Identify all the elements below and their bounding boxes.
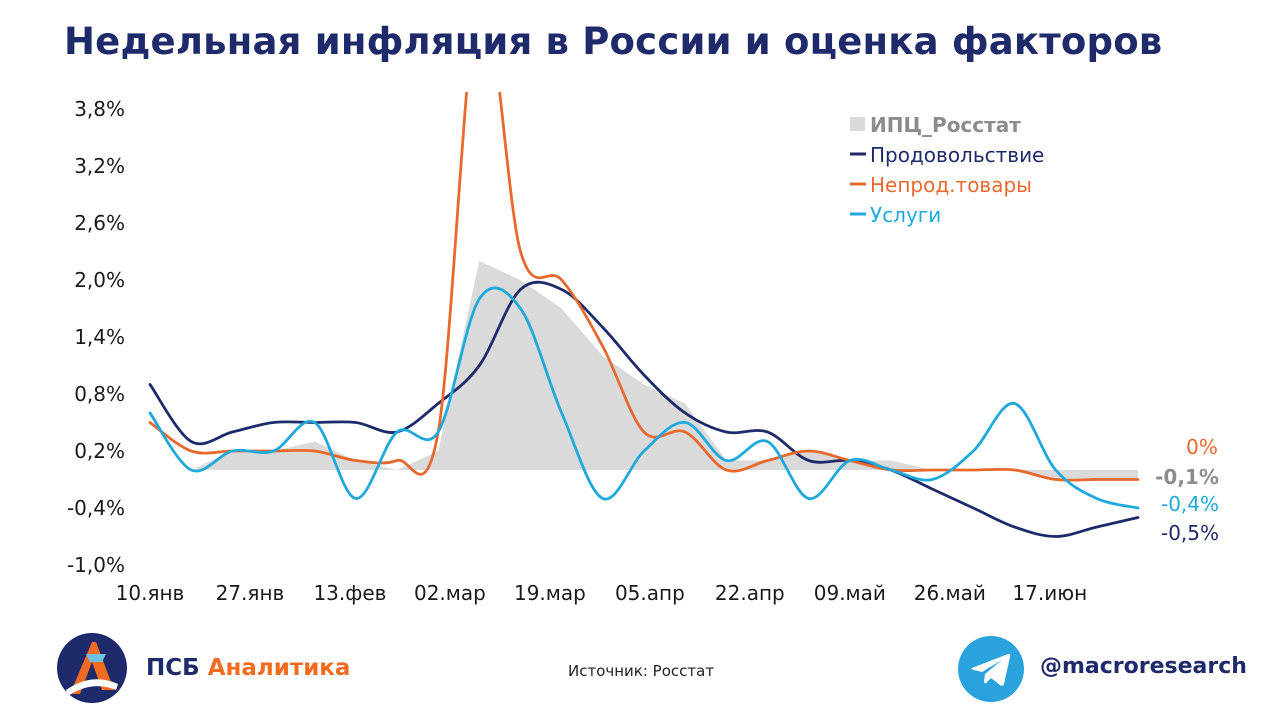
legend-label: Продовольствие (870, 143, 1044, 167)
y-axis: -1,0% -0,4% 0,2% 0,8% 1,4% 2,0% 2,6% 3,2% 3,8% (67, 97, 125, 577)
y-tick-label: 1,4% (74, 325, 125, 349)
x-tick-label: 13.фев (313, 581, 386, 605)
telegram-handle[interactable]: @macroresearch (1040, 654, 1247, 679)
y-tick-label: 3,2% (74, 154, 125, 178)
y-tick-label: 2,6% (74, 211, 125, 235)
y-tick-label: 2,0% (74, 268, 125, 292)
x-tick-label: 17.июн (1012, 581, 1087, 605)
psb-logo-icon (57, 633, 127, 703)
x-tick-label: 27.янв (216, 581, 285, 605)
x-tick-label: 10.янв (116, 581, 185, 605)
cpi-area-layer (150, 261, 1138, 480)
legend-label: Непрод.товары (870, 173, 1032, 197)
end-value-label: -0,4% (1161, 492, 1219, 516)
series-area-cpi (150, 261, 1138, 480)
chart-title: Недельная инфляция в России и оценка фак… (64, 20, 1163, 63)
x-tick-label: 26.май (914, 581, 986, 605)
series-line-3 (148, 286, 1140, 510)
end-value-label: -0,1% (1155, 465, 1219, 489)
series-line-2 (148, 92, 1140, 482)
y-tick-label: 0,8% (74, 382, 125, 406)
x-tick-label: 19.мар (514, 581, 586, 605)
end-value-label: 0% (1186, 435, 1218, 459)
telegram-icon[interactable] (958, 636, 1024, 702)
legend-label: ИПЦ_Росстат (870, 113, 1021, 137)
legend-label: Услуги (870, 203, 941, 227)
chart-plot: -1,0% -0,4% 0,2% 0,8% 1,4% 2,0% 2,6% 3,2% 3,8% 1… (67, 92, 1219, 605)
y-tick-label: -0,4% (67, 496, 125, 520)
legend: ИПЦ_Росстат Продовольствие Непрод.товары Ус… (850, 113, 1044, 227)
y-tick-label: 3,8% (74, 97, 125, 121)
x-tick-label: 02.мар (414, 581, 486, 605)
x-tick-label: 22.апр (715, 581, 785, 605)
brand-accent: Аналитика (207, 655, 351, 681)
legend-swatch-cpi (850, 117, 865, 131)
y-tick-label: -1,0% (67, 553, 125, 577)
x-tick-label: 05.апр (615, 581, 685, 605)
brand-main: ПСБ (146, 655, 200, 681)
series-lines-layer (148, 92, 1140, 538)
end-value-label: -0,5% (1161, 521, 1219, 545)
x-tick-label: 09.май (814, 581, 886, 605)
x-axis: 10.янв 27.янв 13.фев 02.мар 19.мар 05.апр 22.а… (116, 581, 1087, 605)
end-labels: -0,1% -0,5% 0% -0,4% (1155, 435, 1219, 545)
source-note: Источник: Росстат (568, 662, 715, 680)
brand-name: ПСБ Аналитика (146, 655, 350, 681)
y-tick-label: 0,2% (74, 439, 125, 463)
